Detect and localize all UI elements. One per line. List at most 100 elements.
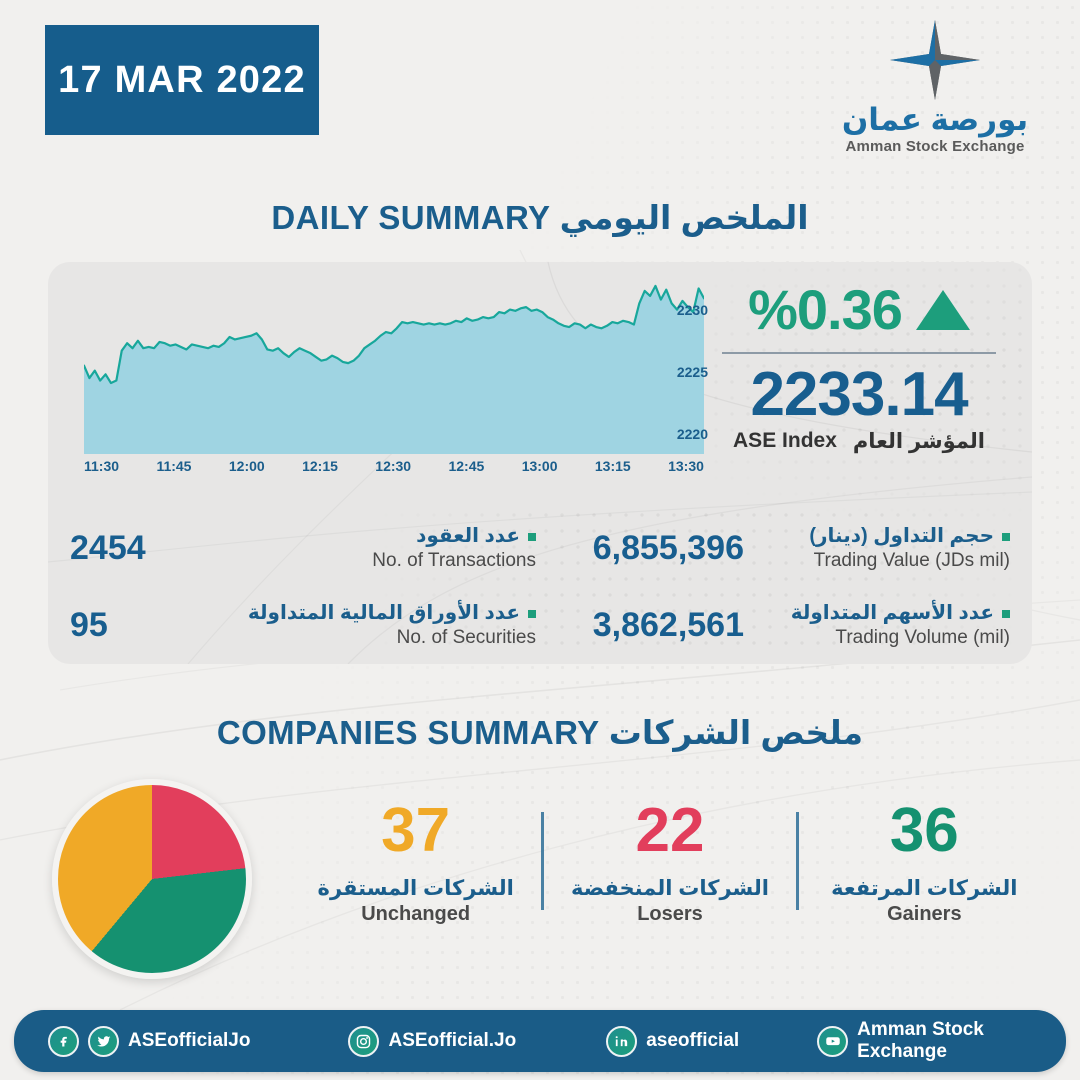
social-linkedin[interactable]: aseofficial [606,1025,740,1057]
index-change-row: %0.36 [714,282,1004,338]
x-tick-label: 12:00 [228,458,265,474]
daily-summary-title-en: DAILY SUMMARY [271,199,551,236]
companies-count: 37 [381,796,451,865]
companies-summary-title-en: COMPANIES SUMMARY [216,714,600,751]
stat-label-ar: عدد الأوراق المالية المتداولة [247,602,520,624]
companies-label-en: Unchanged [361,903,471,925]
social-footer-bar: ASEofficialJo ASEofficial.Jo aseofficial… [14,1010,1066,1072]
logo-arabic-text: بورصة عمان [841,102,1029,137]
stat-value: 3,862,561 [592,606,744,644]
stat-value: 2454 [70,529,146,567]
ase-logo: بورصة عمان Amman Stock Exchange [830,18,1040,155]
x-tick-label: 12:45 [448,458,485,474]
x-tick-label: 13:30 [668,458,704,474]
x-tick-label: 11:45 [156,458,192,474]
x-tick-label: 12:15 [302,458,338,474]
companies-stats-row: 37 الشركات المستقرة Unchanged 22 الشركات… [290,800,1050,950]
companies-label-ar: الشركات المنخفضة [571,877,769,900]
social-handle[interactable]: ASEofficial.Jo [388,1030,517,1051]
twitter-icon[interactable] [88,1025,119,1057]
column-divider [795,812,799,910]
stat-trading-value: 6,855,396 حجم التداول (دينار) Trading Va… [536,510,1032,587]
index-change-percent: %0.36 [748,278,903,341]
triangle-up-icon [915,290,970,330]
stat-label-en: Trading Volume (mil) [835,626,1010,648]
index-value: 2233.14 [750,360,968,429]
companies-count: 36 [889,796,959,865]
index-divider [722,352,996,354]
stat-label-en: No. of Securities [396,626,536,648]
y-tick-label: 2230 [676,301,708,318]
stat-label-group: حجم التداول (دينار) Trading Value (JDs m… [744,525,1010,572]
index-label-ar: المؤشر العام [852,430,985,454]
stats-row: 2454 عدد العقود No. of Transactions 6,85… [48,510,1032,587]
x-tick-label: 11:30 [84,458,120,474]
companies-gainers: 36 الشركات المرتفعة Gainers [799,800,1050,926]
index-label-row: المؤشر العام ASE Index [714,429,1004,454]
instagram-icon[interactable] [348,1025,380,1057]
social-facebook-twitter[interactable]: ASEofficialJo [48,1025,251,1057]
chart-plot-area [84,284,704,454]
stats-row: 95 عدد الأوراق المالية المتداولة No. of … [48,587,1032,664]
companies-label-ar: الشركات المرتفعة [831,877,1018,900]
four-point-star-icon [890,20,980,100]
companies-pie-chart [52,779,252,979]
social-handle[interactable]: aseofficial [646,1030,740,1051]
x-tick-label: 12:30 [375,458,412,474]
index-intraday-chart [84,276,704,476]
social-instagram[interactable]: ASEofficial.Jo [348,1025,517,1057]
social-handle[interactable]: Amman Stock Exchange [857,1019,984,1062]
social-youtube[interactable]: Amman Stock Exchange [817,1019,1066,1063]
chart-y-axis: 2220 2225 2230 [648,276,708,454]
facebook-icon[interactable] [48,1025,79,1057]
stat-label-en: No. of Transactions [372,549,536,571]
stat-transactions: 2454 عدد العقود No. of Transactions [48,510,536,587]
companies-unchanged: 37 الشركات المستقرة Unchanged [290,800,541,926]
companies-label-ar: الشركات المستقرة [317,877,514,900]
x-tick-label: 13:00 [521,458,558,474]
stat-label-ar: حجم التداول (دينار) [809,525,994,547]
companies-count: 22 [635,796,705,865]
index-label-en: ASE Index [733,429,837,453]
stat-label-group: عدد الأوراق المالية المتداولة No. of Sec… [230,602,536,649]
date-badge: 17 MAR 2022 [45,25,319,135]
stat-label-ar-row: حجم التداول (دينار) [744,525,1010,549]
bullet-icon [1002,532,1010,541]
stat-label-ar: عدد العقود [416,525,520,547]
column-divider [541,812,545,910]
bullet-icon [528,609,536,618]
stat-label-ar: عدد الأسهم المتداولة [790,602,994,624]
daily-stats-grid: 2454 عدد العقود No. of Transactions 6,85… [48,510,1032,664]
daily-summary-title: DAILY SUMMARY الملخص اليومي [0,198,1080,237]
bullet-icon [1002,609,1010,618]
stat-securities: 95 عدد الأوراق المالية المتداولة No. of … [48,587,536,664]
x-tick-label: 13:15 [594,458,631,474]
linkedin-icon[interactable] [606,1025,638,1057]
stat-label-group: عدد الأسهم المتداولة Trading Volume (mil… [744,602,1010,649]
stat-label-ar-row: عدد الأوراق المالية المتداولة [230,602,536,626]
youtube-icon[interactable] [817,1025,849,1057]
daily-summary-card: 2220 2225 2230 11:30 11:45 12:00 12:15 12:30 12… [48,262,1032,664]
companies-label-en: Gainers [887,903,962,925]
companies-losers: 22 الشركات المنخفضة Losers [544,800,795,926]
y-tick-label: 2225 [676,364,708,381]
logo-english-text: Amman Stock Exchange [845,137,1025,155]
companies-summary-title: COMPANIES SUMMARY ملخص الشركات [0,713,1080,752]
companies-summary-title-ar: ملخص الشركات [608,714,864,751]
index-summary-block: %0.36 2233.14 المؤشر العام ASE Index [714,282,1004,454]
stat-value: 6,855,396 [592,529,744,567]
stat-value: 95 [70,606,108,644]
daily-summary-title-ar: الملخص اليومي [559,199,809,236]
stat-label-group: عدد العقود No. of Transactions [230,525,536,572]
pie-chart-graphic [52,779,252,979]
stat-label-ar-row: عدد الأسهم المتداولة [744,602,1010,626]
companies-label-en: Losers [637,903,703,925]
bullet-icon [528,532,536,541]
stat-label-ar-row: عدد العقود [230,525,536,549]
y-tick-label: 2220 [676,426,708,443]
social-handle[interactable]: ASEofficialJo [128,1030,251,1051]
chart-x-axis: 11:30 11:45 12:00 12:15 12:30 12:45 13:00 13:15… [84,458,704,474]
stat-trading-volume: 3,862,561 عدد الأسهم المتداولة Trading V… [536,587,1032,664]
date-text: 17 MAR 2022 [58,58,306,101]
stat-label-en: Trading Value (JDs mil) [813,549,1010,571]
